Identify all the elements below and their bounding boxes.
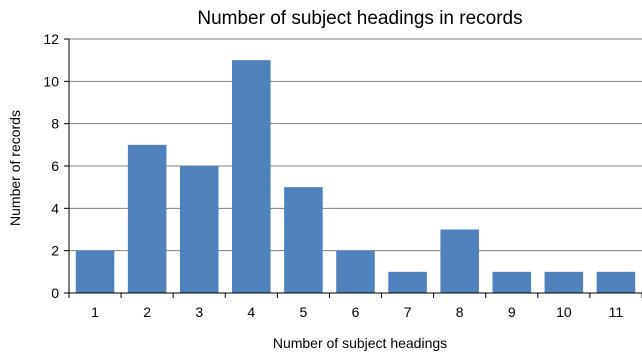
bar	[596, 271, 636, 293]
x-tick-label: 1	[91, 304, 99, 320]
bar	[544, 271, 584, 293]
y-tick-labels: 0 2 4 6 8 10 12	[43, 31, 59, 301]
x-tick-label: 8	[456, 304, 464, 320]
y-tick-label: 2	[51, 243, 59, 259]
bar	[75, 250, 115, 293]
y-tick-label: 0	[51, 285, 59, 301]
y-tick-label: 4	[51, 200, 59, 216]
y-axis-label: Number of records	[7, 110, 23, 226]
chart-title: Number of subject headings in records	[197, 8, 522, 29]
bar	[232, 60, 271, 293]
x-tick-label: 5	[300, 304, 308, 320]
bar	[127, 144, 167, 293]
x-tick-label: 10	[556, 304, 572, 320]
bar	[284, 187, 323, 293]
bar	[492, 271, 532, 293]
axes	[64, 38, 642, 298]
x-tick-labels: 1 2 3 4 5 6 7 8 9 10 11	[91, 304, 623, 320]
bar	[179, 166, 219, 293]
x-tick-label: 7	[404, 304, 412, 320]
y-tick-label: 12	[43, 31, 59, 47]
y-tick-label: 10	[43, 73, 59, 89]
x-tick-label: 11	[609, 304, 624, 320]
bar	[440, 229, 479, 293]
x-tick-label: 3	[195, 304, 203, 320]
x-tick-label: 2	[143, 304, 151, 320]
bar	[336, 250, 375, 293]
bar	[388, 271, 427, 293]
x-tick-label: 4	[247, 304, 255, 320]
bars	[75, 60, 636, 293]
x-axis-label: Number of subject headings	[273, 335, 447, 351]
y-tick-label: 6	[51, 158, 59, 174]
y-tick-label: 8	[51, 116, 59, 132]
x-tick-label: 9	[508, 304, 516, 320]
x-tick-label: 6	[352, 304, 360, 320]
